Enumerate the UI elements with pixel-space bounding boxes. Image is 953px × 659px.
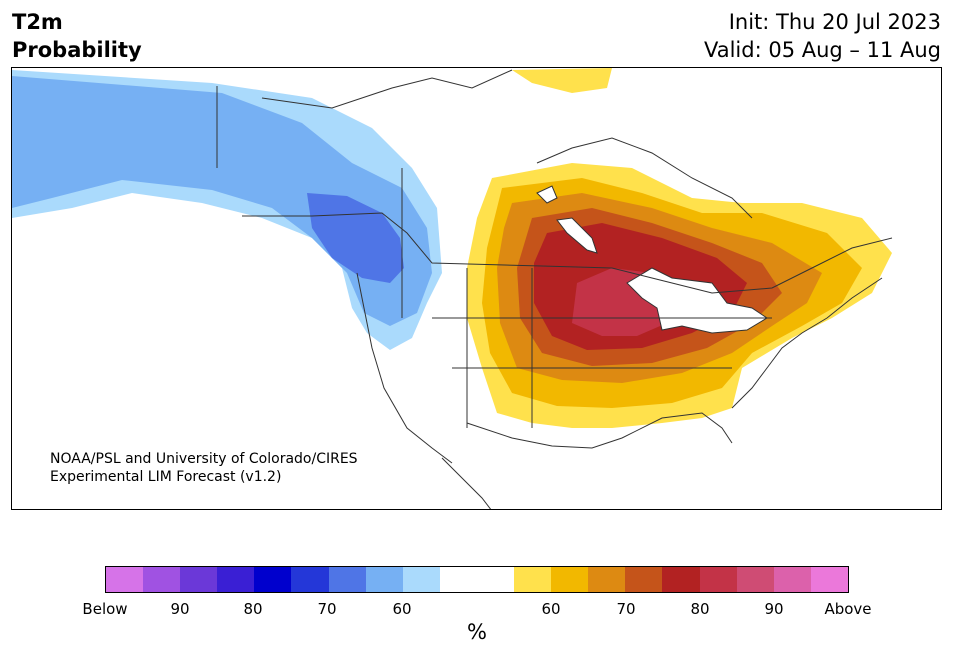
below-70-region	[12, 76, 432, 326]
state-lines-2	[432, 317, 772, 369]
canada-us-border	[242, 212, 893, 294]
init-date: Init: Thu 20 Jul 2023	[728, 10, 941, 34]
colorbar-segment	[217, 567, 255, 592]
below-normal-shading	[12, 70, 442, 350]
forecast-dates: Init: Thu 20 Jul 2023 Valid: 05 Aug – 11…	[704, 8, 941, 64]
credit-line-1: NOAA/PSL and University of Colorado/CIRE…	[50, 451, 358, 467]
borders	[216, 69, 893, 509]
valid-date: Valid: 05 Aug – 11 Aug	[703, 38, 941, 62]
colorbar-segment	[439, 567, 477, 592]
colorbar-segment	[180, 567, 218, 592]
us-west-coast	[356, 272, 453, 464]
colorbar	[105, 566, 849, 593]
colorbar-segment	[810, 567, 848, 592]
hudson-bay	[536, 137, 753, 219]
credit-text: NOAA/PSL and University of Colorado/CIRE…	[50, 450, 358, 486]
state-lines-1	[401, 168, 533, 428]
colorbar-tick-label: 90	[170, 600, 190, 618]
lakes	[536, 185, 768, 334]
probability-map: NOAA/PSL and University of Colorado/CIRE…	[11, 67, 942, 510]
colorbar-segment	[328, 567, 366, 592]
colorbar-segment	[143, 567, 181, 592]
colorbar-segment	[773, 567, 811, 592]
mexico-coast	[441, 457, 492, 509]
variable-label: T2m	[12, 10, 63, 34]
colorbar-segment	[365, 567, 403, 592]
colorbar-unit: %	[467, 620, 487, 644]
above-60-north	[512, 68, 612, 93]
map-canvas	[12, 68, 893, 509]
hudson-bay-coast	[536, 185, 558, 204]
colorbar-segment	[514, 567, 552, 592]
colorbar-tick-label: 90	[764, 600, 784, 618]
colorbar-segment	[699, 567, 737, 592]
colorbar-segment	[254, 567, 292, 592]
colorbar-tick-label: 60	[541, 600, 561, 618]
colorbar-tick-label: Above	[824, 600, 872, 618]
colorbar-segment	[106, 567, 144, 592]
colorbar-segment	[736, 567, 774, 592]
colorbar-segment	[551, 567, 589, 592]
colorbar-segment	[402, 567, 440, 592]
product-label: Probability	[12, 38, 142, 62]
colorbar-tick-label: 60	[392, 600, 412, 618]
lake-winnipeg-shape	[556, 217, 598, 254]
colorbar-segment	[291, 567, 329, 592]
us-gulf-coast	[466, 412, 733, 449]
colorbar-tick-label: Below	[82, 600, 128, 618]
map-title: T2m Probability	[12, 8, 142, 64]
canada-north-coast	[261, 69, 513, 109]
colorbar-tick-label: 80	[243, 600, 263, 618]
colorbar-segment	[476, 567, 515, 592]
above-normal-shading	[467, 68, 892, 428]
colorbar-segment	[662, 567, 700, 592]
colorbar-segment	[588, 567, 626, 592]
credit-line-2: Experimental LIM Forecast (v1.2)	[50, 469, 282, 485]
colorbar-segment	[625, 567, 663, 592]
colorbar-tick-label: 70	[616, 600, 636, 618]
colorbar-tick-label: 80	[690, 600, 710, 618]
us-east-coast	[731, 277, 883, 409]
great-lakes-shape	[626, 267, 768, 334]
colorbar-tick-label: 70	[317, 600, 337, 618]
